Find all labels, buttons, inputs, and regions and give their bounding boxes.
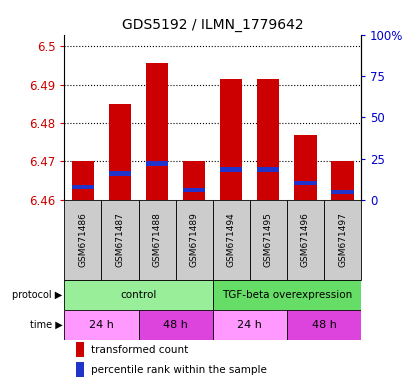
Text: GSM671497: GSM671497: [338, 212, 347, 267]
Bar: [257, 79, 279, 200]
Bar: [332, 161, 354, 200]
Title: GDS5192 / ILMN_1779642: GDS5192 / ILMN_1779642: [122, 18, 303, 32]
Text: TGF-beta overexpression: TGF-beta overexpression: [222, 290, 352, 300]
Text: 48 h: 48 h: [312, 320, 337, 330]
Bar: [294, 180, 317, 185]
Bar: [183, 161, 205, 200]
Bar: [332, 190, 354, 194]
Text: percentile rank within the sample: percentile rank within the sample: [91, 365, 267, 375]
Bar: [146, 63, 168, 200]
Text: GSM671486: GSM671486: [78, 212, 88, 267]
Bar: [109, 104, 131, 200]
Text: GSM671488: GSM671488: [153, 212, 161, 267]
FancyBboxPatch shape: [213, 280, 361, 310]
Bar: [183, 188, 205, 192]
FancyBboxPatch shape: [250, 200, 287, 280]
FancyBboxPatch shape: [213, 310, 287, 339]
Text: 24 h: 24 h: [237, 320, 262, 330]
FancyBboxPatch shape: [287, 200, 324, 280]
Bar: [76, 361, 83, 377]
Text: GSM671494: GSM671494: [227, 212, 236, 267]
Text: transformed count: transformed count: [91, 345, 188, 355]
Bar: [294, 134, 317, 200]
Text: 24 h: 24 h: [89, 320, 114, 330]
FancyBboxPatch shape: [64, 280, 213, 310]
FancyBboxPatch shape: [139, 310, 213, 339]
FancyBboxPatch shape: [64, 200, 101, 280]
Bar: [257, 167, 279, 172]
Bar: [76, 342, 83, 358]
Bar: [72, 161, 94, 200]
Text: time ▶: time ▶: [30, 320, 63, 330]
Text: GSM671487: GSM671487: [115, 212, 124, 267]
Text: 48 h: 48 h: [163, 320, 188, 330]
FancyBboxPatch shape: [287, 310, 361, 339]
Bar: [72, 185, 94, 189]
Text: GSM671489: GSM671489: [190, 212, 199, 267]
Text: GSM671495: GSM671495: [264, 212, 273, 267]
FancyBboxPatch shape: [324, 200, 361, 280]
Bar: [109, 171, 131, 175]
Bar: [220, 79, 242, 200]
Text: GSM671496: GSM671496: [301, 212, 310, 267]
Text: protocol ▶: protocol ▶: [12, 290, 63, 300]
FancyBboxPatch shape: [64, 310, 139, 339]
Bar: [220, 167, 242, 172]
Bar: [146, 161, 168, 166]
FancyBboxPatch shape: [176, 200, 213, 280]
FancyBboxPatch shape: [139, 200, 176, 280]
FancyBboxPatch shape: [101, 200, 139, 280]
Text: control: control: [120, 290, 157, 300]
FancyBboxPatch shape: [213, 200, 250, 280]
